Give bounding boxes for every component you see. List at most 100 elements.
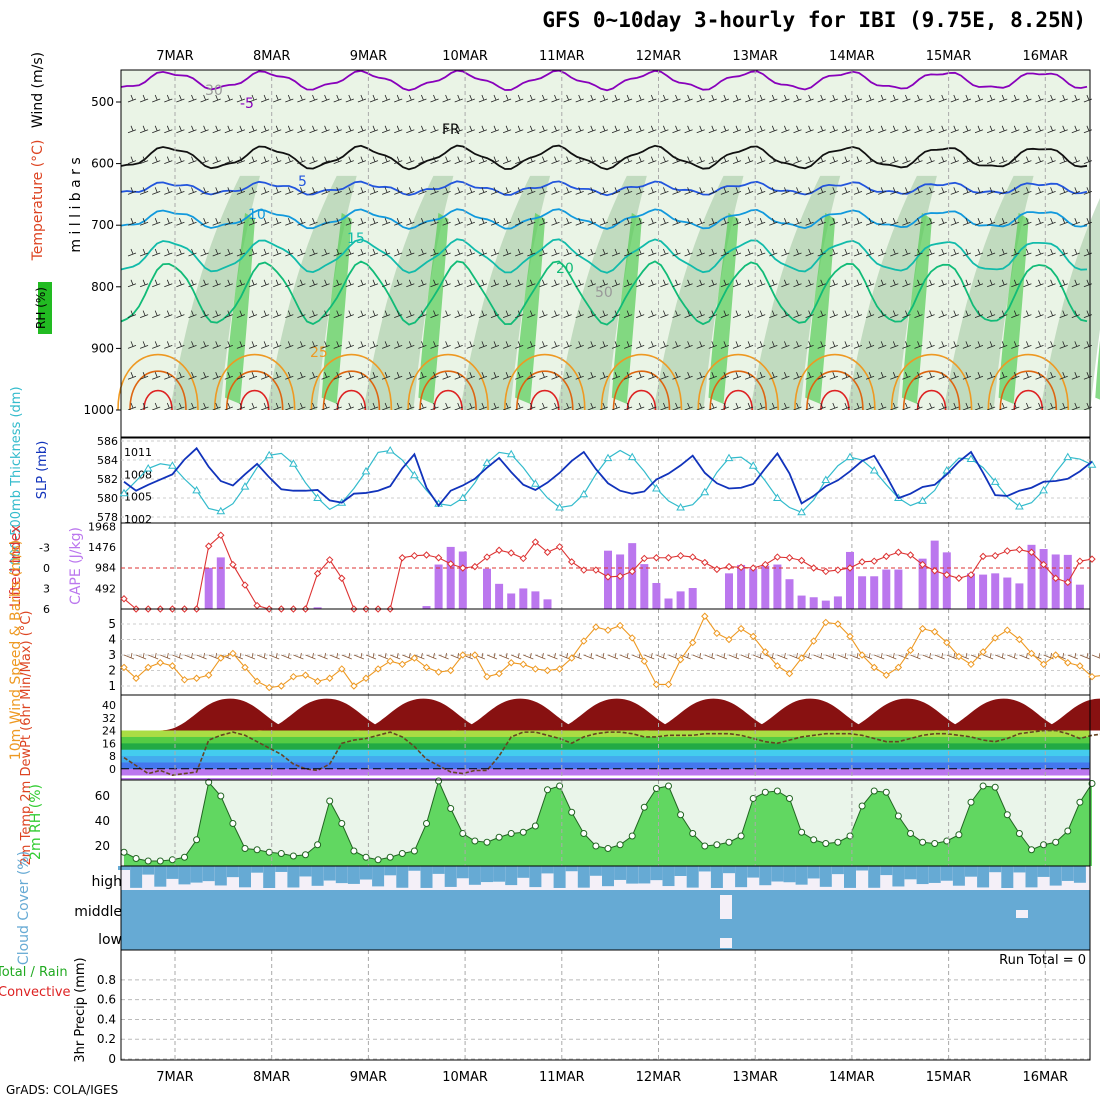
rh-shade-band [846,175,937,410]
wind-barb [176,248,185,257]
wind-barb [926,402,935,411]
wind-barb [660,248,669,257]
rh-point [374,856,382,864]
temp-diurnal-band [256,698,397,731]
li-tick: 6 [43,603,50,616]
wind-barb [490,187,500,195]
li-point [459,564,467,572]
wind-speed-point [459,651,467,659]
wind-barb [152,341,161,349]
wind-barb [527,402,536,411]
wind-barb [720,187,730,195]
wind-barb [430,125,439,134]
thickness-point [700,487,710,496]
wind-barb [260,310,270,318]
wind-speed-point [918,624,927,633]
wind-barb [962,218,972,226]
wind-barb [611,341,621,349]
wind-barb [999,341,1008,349]
wind-barb [236,125,246,134]
precip-legend-total: Total / Rain [0,965,68,980]
wind10m-barb [256,652,268,660]
rh-point [289,852,297,860]
wind-barb [381,187,391,195]
wind-speed-point [132,674,140,682]
wind10m-barb [353,652,365,660]
wind-barb [648,310,657,318]
wind-barb [309,125,318,134]
warm-contour [516,370,574,411]
temp-diurnal-band [643,698,784,731]
wind-barb [781,218,790,226]
wind-barb [950,125,959,134]
wind-barb [865,94,875,103]
contour-label: 25 [310,345,328,361]
wind-barb [176,156,185,164]
rh-point [1064,827,1072,835]
wind-barb [139,218,149,226]
wind-barb [757,94,766,103]
wind-barb [502,310,512,318]
wind-barb [914,218,923,226]
wind-barb [648,372,657,380]
thickness-point [918,496,927,504]
wind-barb [551,187,560,195]
wind-barb [793,341,802,349]
wind-barb [938,248,947,257]
wind-barb [515,125,524,134]
li-point [737,563,745,572]
wind-barb [672,187,681,195]
cloud-high-bar [130,866,143,888]
li-point [580,566,588,574]
wind-barb [853,310,863,318]
wind-barb [442,310,451,318]
wind-barb [938,218,947,226]
li-point [1076,557,1084,565]
wind-barb [974,372,984,380]
warm-contour [1013,390,1044,411]
wind10m-barb [995,652,1006,660]
wind-barb [539,310,548,318]
wind-barb [406,310,415,318]
pressure-tick: 500 [91,95,114,109]
li-tick: -3 [39,542,50,555]
wind-barb [890,248,899,257]
wind-barb [623,94,633,103]
wind-barb [236,218,246,226]
wind-barb [563,310,572,318]
wind-barb [527,125,536,134]
wind-speed-point [313,677,322,686]
wind-barb [285,218,294,226]
wind-barb [406,187,415,195]
li-point [483,553,491,561]
wind-barb [696,402,705,411]
wind-barb [878,218,887,226]
wind-barb [418,218,427,226]
li-point [761,560,770,569]
wind-barb [708,372,717,380]
wind-barb [164,279,173,288]
contour-label: 5 [298,174,307,190]
wind-barb [817,125,826,134]
wind-barb [502,187,512,195]
upper-frame [120,69,1091,438]
wind-barb [926,372,935,380]
li-point [991,551,999,560]
cloud-high-bar [190,866,203,883]
rh-point [979,782,987,790]
thickness-point [1063,452,1073,461]
wind-barb [502,372,512,380]
rh-point [1052,838,1060,846]
wind-barb [551,279,560,288]
wind-barb [938,341,947,349]
li-point [313,569,322,578]
warm-contour [820,390,850,411]
wind-speed-point [785,669,794,678]
wind-barb [999,218,1008,226]
wind-barb [575,310,584,318]
wind-barb [502,94,512,103]
wind-barb [563,279,572,288]
wind-barb [1023,94,1032,103]
wind-barb [757,156,766,164]
wind-barb [926,310,935,318]
